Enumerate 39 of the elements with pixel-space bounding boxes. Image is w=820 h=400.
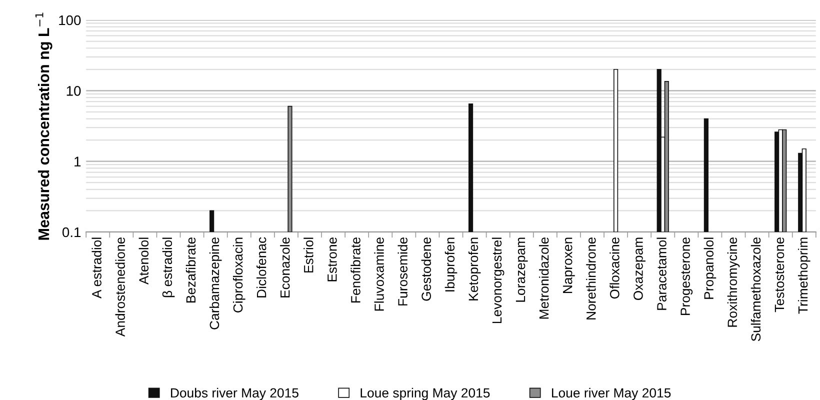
y-tick-label: 10: [66, 86, 81, 96]
y-tick-label: 100: [59, 15, 81, 26]
x-tick-label: Estriol: [304, 238, 314, 272]
x-tick-label: Progesterone: [680, 237, 693, 315]
x-tick-label: Roxithromycine: [727, 237, 740, 327]
x-tick-label: Androstenedione: [115, 237, 125, 337]
legend-label: Doubs river May 2015: [171, 388, 298, 400]
x-tick-label: Oxazepam: [634, 238, 646, 300]
y-tick-label: 0.1: [62, 227, 81, 238]
x-tick-label: Carbamazepine: [209, 237, 222, 330]
x-tick-label: Levonorgestrel: [492, 238, 504, 324]
x-tick-label: Estrone: [328, 237, 337, 282]
x-tick-label: Sulfamethoxazole: [750, 237, 761, 342]
x-tick-label: Testosterone: [774, 237, 784, 312]
x-tick-label: Econazole: [280, 237, 290, 298]
y-tick-label: 1: [74, 156, 81, 166]
x-tick-label: Furosemide: [398, 237, 408, 306]
x-tick-label: Ibuprofen: [444, 238, 458, 292]
x-tick-label: Naproxen: [563, 238, 575, 293]
x-tick-label: Ofloxacine: [610, 237, 620, 299]
x-tick-label: Ketoprofen: [468, 238, 481, 300]
x-tick-label: Fenofibrate: [350, 237, 360, 303]
x-tick-label: Diclofenac: [256, 237, 266, 298]
x-tick-label: Trimethoprim: [798, 238, 810, 314]
x-tick-label: Lorazepam: [516, 238, 528, 302]
y-axis-title: Measured concentration ng L$^{−1}$: [35, 12, 52, 240]
x-tick-label: Paracetamol: [656, 238, 666, 310]
x-tick-label: Fluvoxamine: [374, 237, 384, 311]
x-tick-label: Atenolol: [138, 238, 148, 285]
x-tick-label: Ciprofloxacin: [232, 238, 246, 312]
x-tick-label: Norethindrone: [586, 237, 596, 320]
legend-label: Loue river May 2015: [552, 388, 671, 400]
x-tick-label: Gestodene: [421, 237, 431, 301]
x-tick-label: A estradiol: [92, 238, 102, 298]
x-tick-label: Propanolol: [704, 238, 716, 299]
x-tick-label: β estradiol: [162, 238, 175, 298]
legend-label: Loue spring May 2015: [360, 388, 490, 400]
x-tick-label: Metronidazole: [539, 237, 549, 319]
x-tick-label: Bezafibrate: [186, 237, 196, 303]
